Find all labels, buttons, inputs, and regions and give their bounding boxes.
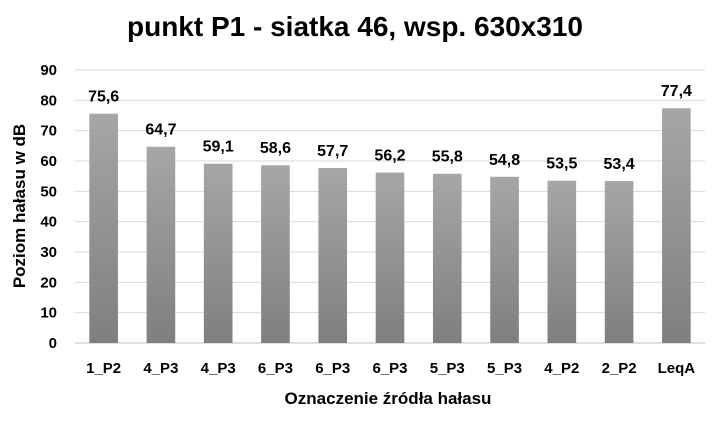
bar	[604, 181, 634, 343]
x-tick-label: 5_P3	[487, 360, 522, 377]
y-tick-label: 30	[40, 244, 57, 261]
y-tick-label: 0	[49, 335, 57, 352]
y-tick-label: 60	[40, 153, 57, 170]
data-label: 58,6	[260, 140, 291, 157]
bar	[89, 113, 118, 344]
data-label: 64,7	[145, 122, 176, 139]
data-labels: 75,6 64,7 59,1 58,6 57,7 56,2 55,8 54,8 53,5 53,4…	[88, 83, 692, 173]
data-label: 54,8	[489, 152, 520, 169]
data-label: 56,2	[374, 148, 405, 165]
data-label: 77,4	[661, 83, 692, 100]
y-axis-title: Poziom hałasu w dB	[10, 124, 29, 288]
y-tick-label: 70	[40, 123, 57, 140]
bar	[261, 165, 290, 343]
y-tick-label: 20	[40, 274, 57, 291]
x-tick-label: 4_P2	[544, 360, 579, 377]
y-tick-label: 40	[40, 214, 57, 231]
x-tick-label: 6_P3	[372, 360, 407, 377]
bar	[203, 163, 233, 343]
x-tick-label: 6_P3	[315, 360, 350, 377]
y-tick-label: 50	[40, 183, 57, 200]
x-axis-title: Oznaczenie źródła hałasu	[285, 389, 492, 408]
y-tick-label: 10	[40, 305, 57, 322]
data-label: 75,6	[88, 89, 119, 106]
data-label: 57,7	[317, 143, 348, 160]
x-tick-label: 2_P2	[602, 360, 637, 377]
bar	[318, 167, 348, 343]
bar	[662, 108, 691, 343]
bar	[490, 176, 519, 343]
bar	[146, 146, 176, 343]
y-axis-ticks: 0 10 20 30 40 50 60 70 80 90	[40, 62, 57, 352]
bar	[432, 173, 462, 343]
x-tick-label: LeqA	[658, 360, 696, 377]
chart-title: punkt P1 - siatka 46, wsp. 630x310	[127, 11, 583, 42]
y-tick-label: 80	[40, 92, 57, 109]
x-axis-ticks: 1_P2 4_P3 4_P3 6_P3 6_P3 6_P3 5_P3 5_P3 4_P2 2_P2…	[86, 360, 695, 377]
x-tick-label: 6_P3	[258, 360, 293, 377]
bar	[547, 180, 577, 343]
data-label: 59,1	[203, 139, 234, 156]
data-label: 53,5	[546, 156, 577, 173]
bars	[89, 108, 691, 344]
x-tick-label: 4_P3	[143, 360, 178, 377]
data-label: 53,4	[604, 156, 635, 173]
y-tick-label: 90	[40, 62, 57, 79]
x-tick-label: 4_P3	[201, 360, 236, 377]
bar	[375, 172, 405, 343]
x-tick-label: 1_P2	[86, 360, 121, 377]
data-label: 55,8	[432, 149, 463, 166]
x-tick-label: 5_P3	[430, 360, 465, 377]
